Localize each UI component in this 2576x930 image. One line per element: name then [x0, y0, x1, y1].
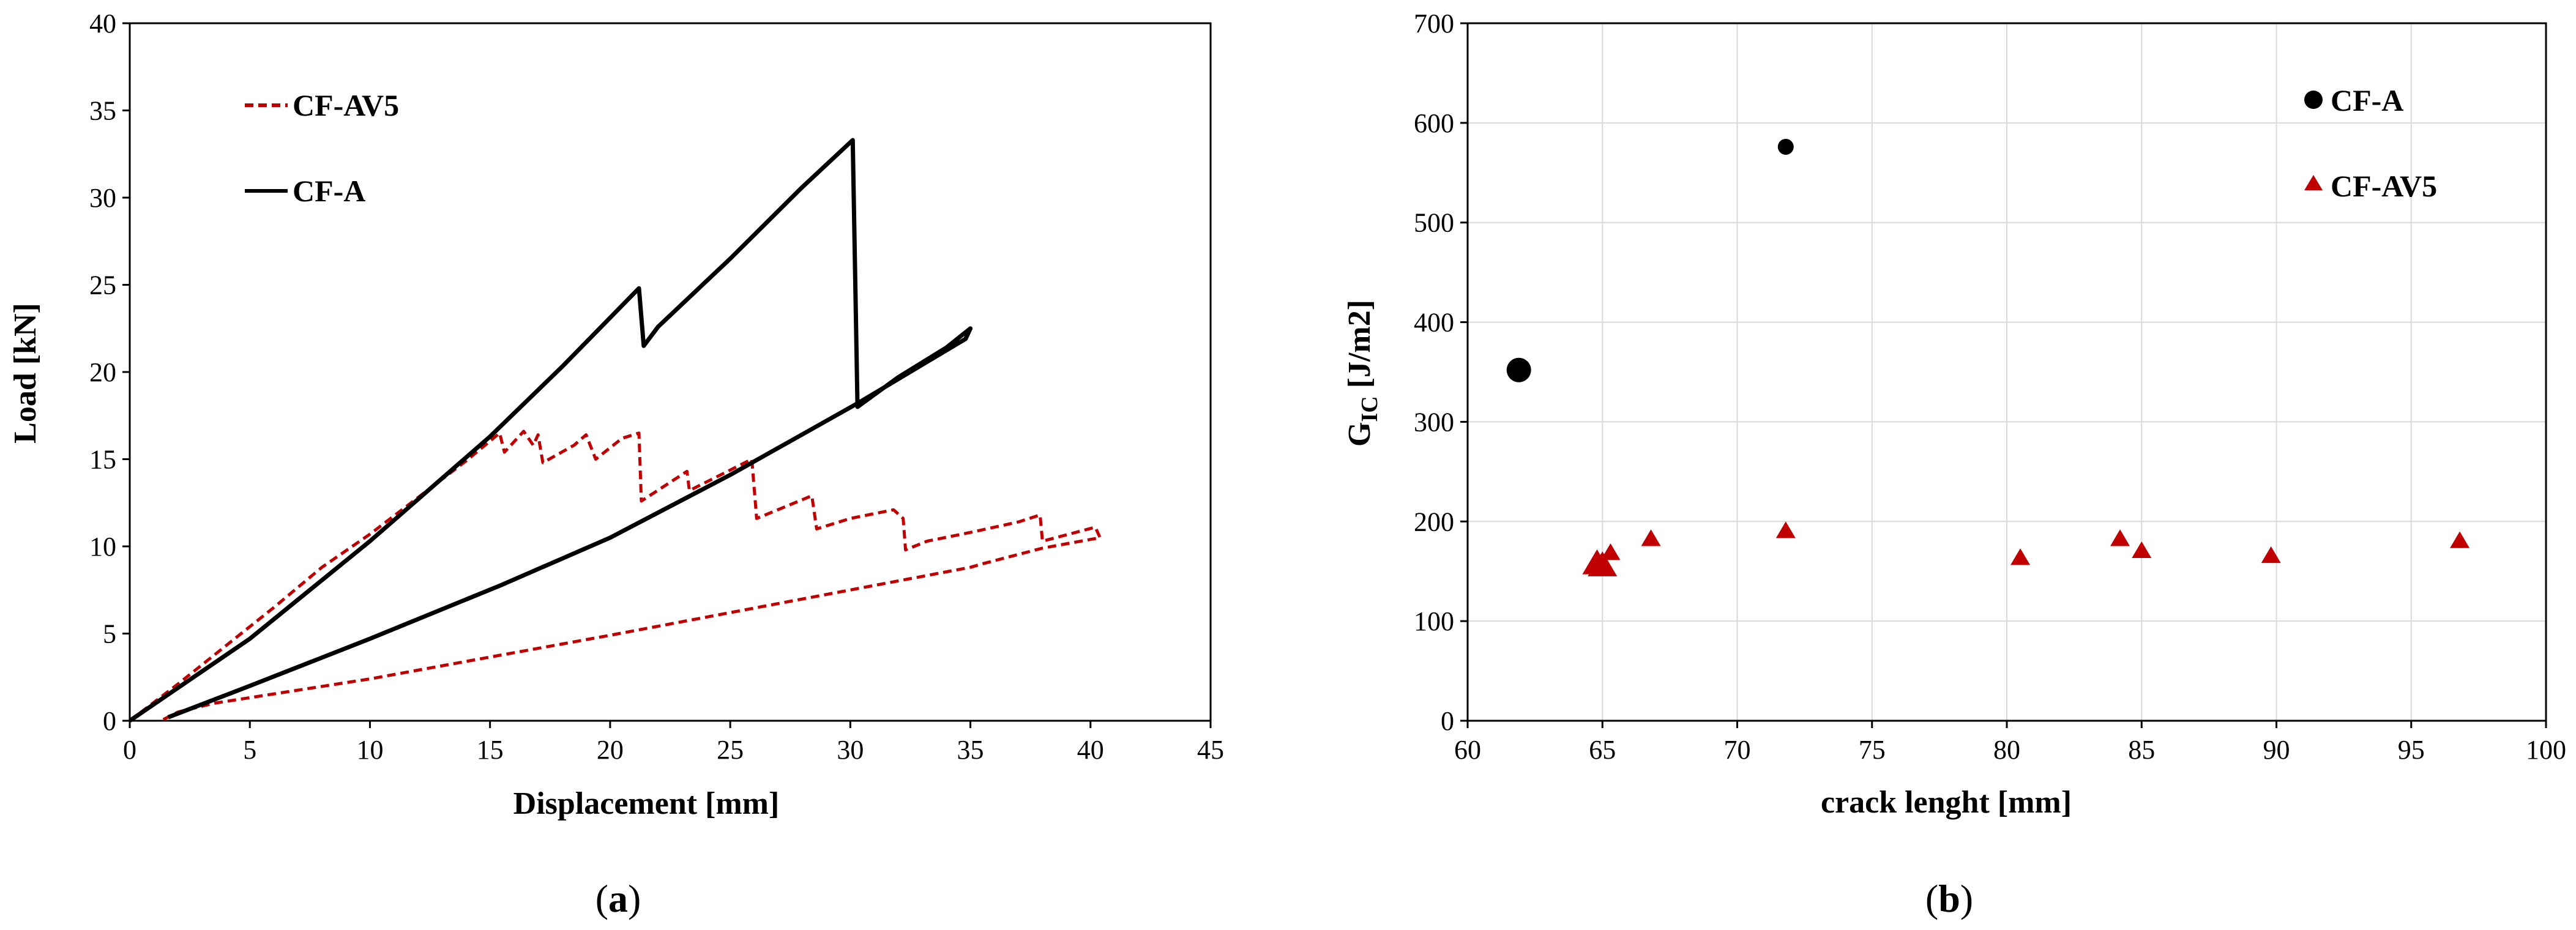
y-tick-label-a: 30: [89, 183, 116, 213]
x-tick-label-a: 10: [356, 735, 383, 765]
y-tick-label-b: 400: [1414, 308, 1454, 338]
x-tick-label-a: 15: [477, 735, 504, 765]
data-point-cf-av5: [2450, 531, 2470, 548]
legend-b-label-cf-av5: CF-AV5: [2331, 169, 2437, 203]
x-tick-label-a: 40: [1077, 735, 1104, 765]
data-point-cf-av5: [1775, 521, 1796, 538]
data-point-cf-a: [1777, 138, 1794, 155]
y-tick-label-b: 700: [1414, 9, 1454, 39]
caption-a: (a): [595, 877, 641, 920]
y-tick-label-b: 100: [1414, 606, 1454, 636]
x-tick-label-b: 70: [1724, 735, 1751, 765]
x-tick-label-b: 95: [2398, 735, 2425, 765]
legend-a-label-cf-av5: CF-AV5: [293, 88, 399, 122]
data-point-cf-av5: [1641, 529, 1661, 546]
data-point-cf-av5: [1600, 543, 1621, 560]
x-tick-label-b: 90: [2263, 735, 2290, 765]
x-tick-label-a: 45: [1197, 735, 1224, 765]
series-line-cf-a: [129, 138, 973, 723]
legend-b: CF-A CF-AV5: [2304, 83, 2437, 203]
x-tick-label-a: 35: [957, 735, 984, 765]
data-point-cf-av5: [2261, 546, 2281, 564]
data-point-cf-av5: [2010, 548, 2031, 565]
y-tick-label-a: 25: [89, 270, 116, 300]
x-tick-label-b: 80: [1993, 735, 2020, 765]
x-tick-label-b: 60: [1454, 735, 1481, 765]
caption-b: (b): [1925, 877, 1973, 920]
data-point-cf-a: [1506, 357, 1531, 382]
x-axis-title-b: crack lenght [mm]: [1821, 785, 2072, 820]
y-tick-label-a: 15: [89, 445, 116, 475]
y-axis-title-b-sub: IC: [1357, 396, 1383, 422]
x-tick-label-a: 0: [123, 735, 136, 765]
y-tick-label-a: 40: [89, 9, 116, 39]
chart-panel-b: 60 65 70 75 80 85 90 95 100 0 100 200 300 400 500 600 70…: [1342, 9, 2566, 920]
y-tick-label-b: 300: [1414, 407, 1454, 437]
y-axis-title-a: Load [kN]: [8, 303, 43, 444]
y-axis-title-b-main: G: [1342, 422, 1377, 447]
chart-panel-a: 0 5 10 15 20 25 30 35 40 45 0 5 10 15 20 25 30 35 40 Displ…: [8, 9, 1224, 920]
plot-frame-a: [129, 22, 1212, 722]
legend-b-label-cf-a: CF-A: [2331, 83, 2403, 117]
y-tick-label-b: 0: [1441, 706, 1454, 736]
legend-b-marker-cf-a: [2304, 91, 2323, 109]
plot-area-b: 60 65 70 75 80 85 90 95 100 0 100 200 300 400 500 600 70…: [1414, 9, 2566, 765]
caption-a-letter: a: [608, 877, 628, 920]
y-tick-label-a: 10: [89, 532, 116, 562]
caption-a-close: ): [628, 877, 641, 920]
caption-a-open: (: [595, 877, 608, 920]
x-tick-label-b: 85: [2128, 735, 2155, 765]
x-tick-label-b: 75: [1859, 735, 1886, 765]
y-tick-label-a: 5: [103, 619, 116, 649]
caption-b-open: (: [1925, 877, 1938, 920]
caption-b-letter: b: [1938, 877, 1960, 920]
legend-a: CF-AV5 CF-A: [245, 88, 399, 208]
x-tick-label-b: 100: [2526, 735, 2566, 765]
x-tick-label-a: 20: [597, 735, 624, 765]
x-tick-label-a: 25: [717, 735, 744, 765]
y-tick-label-b: 500: [1414, 208, 1454, 238]
y-axis-title-b-unit: [J/m2]: [1342, 300, 1377, 396]
data-point-cf-av5: [1588, 551, 1618, 576]
legend-a-label-cf-a: CF-A: [293, 174, 365, 208]
y-tick-label-b: 200: [1414, 507, 1454, 537]
y-tick-label-a: 20: [89, 357, 116, 387]
data-point-cf-av5: [2132, 541, 2152, 559]
caption-b-close: ): [1960, 877, 1973, 920]
y-tick-label-a: 0: [103, 706, 116, 736]
plot-area-a: 0 5 10 15 20 25 30 35 40 45 0 5 10 15 20 25 30 35 40: [89, 9, 1224, 765]
x-tick-label-a: 5: [243, 735, 256, 765]
data-point-cf-av5: [2110, 529, 2130, 546]
series-line-cf-av5: [129, 430, 1102, 723]
x-tick-label-a: 30: [837, 735, 864, 765]
y-axis-title-b: GIC [J/m2]: [1342, 300, 1383, 447]
legend-b-marker-cf-av5: [2304, 175, 2323, 190]
y-tick-label-a: 35: [89, 96, 116, 126]
x-axis-title-a: Displacement [mm]: [513, 786, 780, 821]
y-tick-label-b: 600: [1414, 108, 1454, 138]
x-tick-label-b: 65: [1589, 735, 1616, 765]
